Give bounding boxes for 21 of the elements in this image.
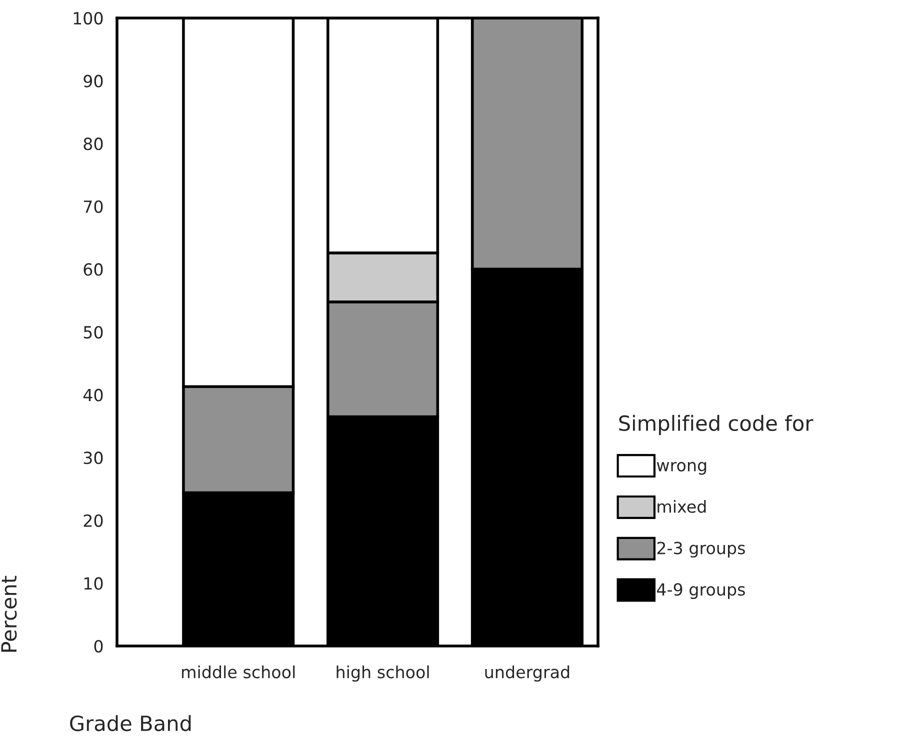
y-tick-label: 30 <box>84 452 103 464</box>
x-axis-title: Grade Band <box>70 715 191 732</box>
x-tick-label: undergrad <box>485 665 570 682</box>
legend-label: 4-9 groups <box>656 583 745 599</box>
y-tick-label: 0 <box>94 640 103 653</box>
legend-label: mixed <box>658 500 706 513</box>
y-tick-label: 70 <box>84 200 103 213</box>
legend-title: Simplified code for <box>619 414 814 436</box>
legend-label: 2-3 groups <box>657 542 745 558</box>
legend-label: wrong <box>656 462 706 475</box>
x-tick-label: high school <box>336 665 429 682</box>
y-tick-label: 80 <box>84 138 103 150</box>
y-axis-title: Percent <box>1 576 17 652</box>
y-tick-label: 60 <box>84 263 103 276</box>
y-tick-label: 90 <box>84 74 103 88</box>
x-tick-label: middle school <box>182 665 295 678</box>
y-tick-label: 100 <box>74 12 103 25</box>
y-tick-label: 40 <box>83 388 103 402</box>
y-tick-label: 50 <box>84 326 103 339</box>
y-tick-label: 10 <box>84 577 103 590</box>
y-tick-label: 20 <box>84 514 103 527</box>
